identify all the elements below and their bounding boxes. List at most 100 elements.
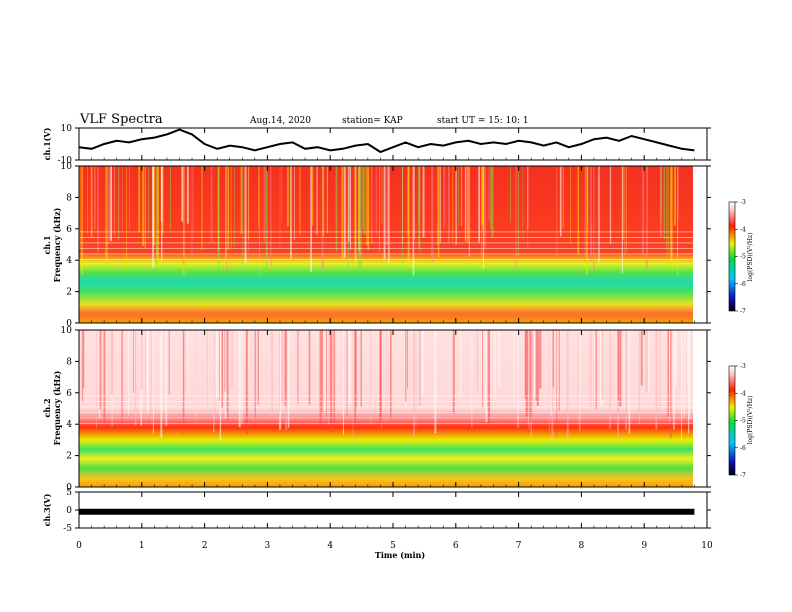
ch2-spectrogram-streak (332, 330, 335, 385)
ch1-spectrogram-ytick-label: 2 (66, 288, 72, 298)
ch1-spectrogram-streak (626, 166, 627, 253)
ch3-waveform-panel: 5 0 -5 ch.3(V) (42, 488, 711, 534)
time-tick-label: 5 (390, 541, 396, 551)
ch2-colorbar-ticks: -3 -4 -5 -6 -7 (735, 363, 746, 479)
ch2-spectrogram-streak (287, 330, 290, 428)
ch2-spectrogram-streak (195, 330, 197, 424)
ch2-colorbar (728, 365, 736, 476)
ch2-spectrogram-streak (238, 330, 241, 428)
ch1-spectrogram-image (79, 166, 693, 323)
ch1-waveform-trace (78, 128, 695, 154)
ch1-spectrogram-streak (460, 166, 463, 226)
ch1-spectrogram-streak (510, 166, 511, 222)
ch1-spectrogram-streak (621, 166, 623, 273)
ch2-spectrogram-streak (617, 330, 619, 431)
ch2-spectrogram-streak (517, 330, 519, 428)
ch2-spectrogram-streak (99, 330, 102, 410)
ch1-spectrogram-streak (670, 166, 673, 265)
ch2-spectrogram-ytick-label: 10 (61, 326, 73, 336)
ch2-spectrogram-streak (595, 330, 597, 410)
ch1-spectrogram-streak (160, 166, 163, 222)
ch1-spectrogram-colorbar-tick-label: -3 (740, 199, 746, 206)
ch2-spectrogram-streak (419, 330, 421, 406)
ch1-spectrogram-streak (367, 166, 370, 251)
ch1-spectrogram-streak (343, 166, 346, 258)
ch2-spectrogram-streak (539, 330, 542, 389)
ch1-spectrogram-streak (183, 166, 185, 265)
ch1-spectrogram-streak (155, 166, 158, 265)
ch1-spectrogram-streak (437, 166, 439, 246)
ch2-spectrogram-streak (557, 330, 560, 405)
ch2-spectrogram-streak (355, 330, 357, 408)
ch2-spectrogram-streak (527, 330, 530, 425)
time-tick-label: 0 (76, 541, 82, 551)
ch1-spectrogram-streak (90, 166, 93, 238)
ch2-spectrogram-streak (536, 330, 539, 406)
ch2-spectrogram-streak (638, 330, 641, 424)
ch1-spectrogram-streak (484, 166, 487, 249)
ch1-spectrogram-streak (624, 166, 626, 258)
date-label: Aug.14, 2020 (249, 116, 311, 126)
ch1-spectrogram-streak (437, 166, 440, 258)
ch2-spectrogram-streak (548, 330, 550, 431)
ch2-spectrogram-streak (146, 330, 149, 414)
ch1-spectrogram-streak (227, 166, 229, 250)
ch1-spectrogram-streak (299, 166, 301, 235)
ch2-spectrogram-streak (617, 330, 619, 401)
ch1-spectrogram-streak (186, 166, 189, 224)
ch2-spectrogram-streak (168, 330, 170, 395)
ch2-spectrogram-streak (359, 330, 361, 410)
ch2-spectrogram-yticks: 0 2 4 6 8 10 (61, 326, 711, 493)
ch2-spectrogram-streak (494, 330, 496, 399)
ch1-spectrogram-streak (671, 166, 673, 270)
ch2-spectrogram-colorbar-tick-label: -4 (740, 390, 746, 397)
ch1-spectrogram-ytick-label: 10 (61, 162, 73, 172)
ch2-spectrogram-streak (245, 330, 248, 435)
ch1-spectrogram-streak (490, 166, 492, 230)
ch1-spectrogram-streak (663, 166, 665, 239)
ch1-spectrogram-streak (517, 166, 519, 257)
ch1-spectrogram-streak (584, 166, 586, 262)
ch1-spectrogram-streak (491, 166, 494, 238)
ch1-spectrogram-streak (515, 166, 517, 269)
ch1-spectrogram-streak (348, 166, 351, 226)
ch1-spectrogram-streak (350, 166, 351, 252)
ch2-spectrogram-streak (145, 330, 147, 421)
ch3-waveform-ytick-label: 5 (66, 488, 72, 498)
time-axis-ticks: 0 1 2 3 4 5 6 7 8 9 10 (76, 128, 713, 551)
ch1-spectrogram-streak (468, 166, 470, 257)
ch2-spectrogram-streak (434, 330, 437, 434)
ch2-spectrogram-streak (285, 330, 288, 431)
ch1-spectrogram-ytick-label: 0 (66, 319, 72, 329)
ch1-spectrogram-streak (562, 166, 564, 229)
ch1-spectrogram-streak (148, 166, 149, 239)
ch1-spectrogram-streak (138, 166, 141, 233)
ch2-spectrogram-streak (577, 330, 579, 421)
ch2-spectrogram-streak (533, 330, 536, 393)
ch1-waveform-ytick-label: 10 (61, 124, 73, 134)
ch1-waveform-line (78, 128, 695, 154)
ch2-spectrogram-streaks (79, 330, 693, 440)
ch2-spectrogram-streak (98, 330, 101, 418)
ch1-spectrogram-streak (113, 166, 116, 236)
ch1-spectrogram-streak (464, 166, 466, 242)
ch2-spectrogram-streak (257, 330, 259, 405)
ch1-spectrogram-streak (439, 166, 441, 244)
ch1-spectrogram-streak (169, 166, 171, 231)
ch1-spectrogram-streak (355, 166, 357, 262)
ch1-spectrogram-streak (122, 166, 123, 230)
ch1-spectrogram-streak (598, 166, 600, 263)
ch2-spectrogram-ytick-label: 8 (66, 357, 72, 367)
ch1-spectrogram-streak (642, 166, 645, 255)
ch1-spectrogram-streak (556, 166, 558, 259)
ch2-spectrogram-streak (667, 330, 670, 417)
ch1-spectrogram-streak (258, 166, 260, 228)
ch2-spectrogram-streak (556, 330, 558, 439)
ch2-spectrogram-streak (674, 330, 677, 386)
ch1-colorbar-ticks: -3 -4 -5 -6 -7 (735, 199, 746, 315)
ch1-spectrogram-streak (156, 166, 159, 261)
ch2-spectrogram-colorbar-tick-label: -6 (740, 445, 746, 452)
ch1-spectrogram-streak (466, 166, 469, 229)
ch1-spectrogram-streak (559, 166, 562, 237)
ch1-spectrogram-streak (287, 166, 289, 227)
